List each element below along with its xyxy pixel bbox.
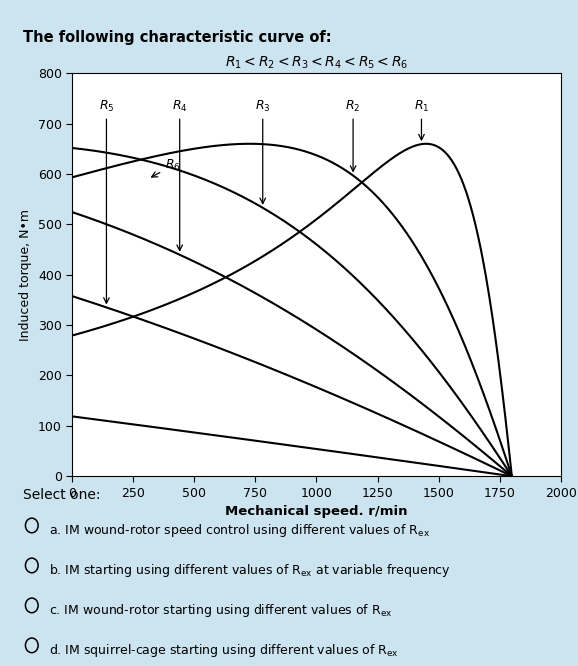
Y-axis label: Induced torque, N•m: Induced torque, N•m bbox=[19, 208, 32, 341]
Text: $R_2$: $R_2$ bbox=[346, 99, 361, 171]
Text: c. IM wound-rotor starting using different values of R$_{\mathrm{ex}}$: c. IM wound-rotor starting using differe… bbox=[49, 602, 392, 619]
Text: $R_6$: $R_6$ bbox=[151, 158, 181, 177]
Text: The following characteristic curve of:: The following characteristic curve of: bbox=[23, 30, 332, 45]
Text: $R_4$: $R_4$ bbox=[172, 99, 187, 250]
Text: d. IM squirrel-cage starting using different values of R$_{\mathrm{ex}}$: d. IM squirrel-cage starting using diffe… bbox=[49, 642, 399, 659]
Text: Select one:: Select one: bbox=[23, 488, 101, 501]
X-axis label: Mechanical speed. r/min: Mechanical speed. r/min bbox=[225, 505, 407, 518]
Title: $R_1 < R_2 < R_3 < R_4 < R_5 < R_6$: $R_1 < R_2 < R_3 < R_4 < R_5 < R_6$ bbox=[225, 55, 408, 71]
Text: $R_5$: $R_5$ bbox=[99, 99, 114, 303]
Text: a. IM wound-rotor speed control using different values of R$_{\mathrm{ex}}$: a. IM wound-rotor speed control using di… bbox=[49, 522, 430, 539]
Text: $R_1$: $R_1$ bbox=[414, 99, 429, 140]
Text: $R_3$: $R_3$ bbox=[255, 99, 271, 204]
Text: b. IM starting using different values of R$_{\mathrm{ex}}$ at variable frequency: b. IM starting using different values of… bbox=[49, 562, 451, 579]
